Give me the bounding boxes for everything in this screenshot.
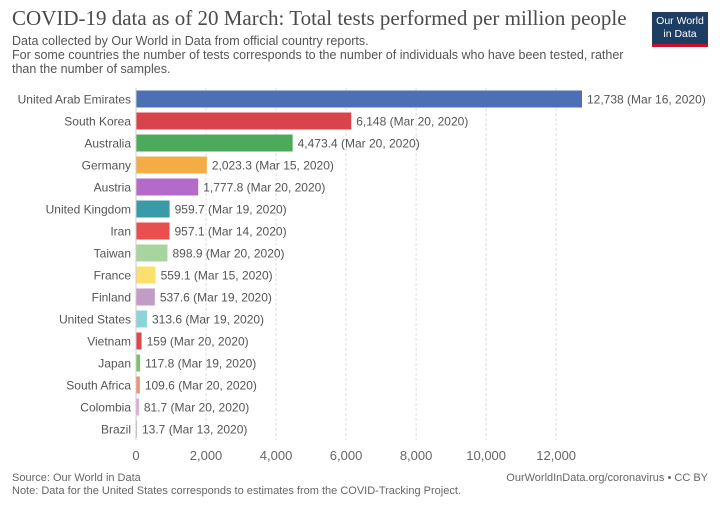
- category-label: France: [94, 269, 132, 283]
- chart-subtitle: Data collected by Our World in Data from…: [12, 34, 624, 76]
- x-axis: 0 2,000 4,000 6,000 8,000 10,000 12,000: [132, 88, 576, 463]
- bar[interactable]: [136, 398, 139, 416]
- bar[interactable]: [136, 178, 199, 196]
- category-label: Taiwan: [94, 247, 131, 261]
- value-label: 6,148 (Mar 20, 2020): [356, 115, 468, 129]
- subtitle-line: For some countries the number of tests c…: [12, 48, 624, 62]
- bar[interactable]: [136, 354, 141, 372]
- bar-layer: [136, 90, 582, 438]
- category-label: Austria: [94, 181, 132, 195]
- value-label: 957.1 (Mar 14, 2020): [175, 225, 287, 239]
- footer-left: Source: Our World in Data Note: Data for…: [12, 472, 461, 498]
- subtitle-line: than the number of samples.: [12, 62, 171, 76]
- category-label: Finland: [92, 291, 131, 305]
- source-text: Source: Our World in Data: [12, 472, 141, 484]
- logo-accent-bar: [652, 44, 708, 47]
- x-tick-label: 0: [132, 448, 139, 463]
- category-label: Brazil: [101, 423, 131, 437]
- value-label: 537.6 (Mar 19, 2020): [160, 291, 272, 305]
- category-label: Australia: [84, 137, 131, 151]
- category-label: Iran: [110, 225, 131, 239]
- grid-layer: [205, 88, 557, 440]
- value-label: 109.6 (Mar 20, 2020): [145, 379, 257, 393]
- bar[interactable]: [136, 310, 147, 328]
- bar[interactable]: [136, 200, 170, 218]
- value-label: 13.7 (Mar 13, 2020): [142, 423, 247, 437]
- bar[interactable]: [136, 266, 156, 284]
- label-layer: United Arab Emirates 12,738 (Mar 16, 2020…: [18, 93, 706, 437]
- value-label: 117.8 (Mar 19, 2020): [145, 357, 256, 371]
- value-label: 559.1 (Mar 15, 2020): [161, 269, 273, 283]
- category-label: United Arab Emirates: [18, 93, 131, 107]
- value-label: 959.7 (Mar 19, 2020): [175, 203, 287, 217]
- category-label: South Africa: [66, 379, 131, 393]
- value-label: 12,738 (Mar 16, 2020): [587, 93, 706, 107]
- bar[interactable]: [136, 156, 207, 174]
- category-label: Japan: [98, 357, 131, 371]
- bar[interactable]: [136, 332, 142, 350]
- value-label: 4,473.4 (Mar 20, 2020): [298, 137, 420, 151]
- x-tick-label: 2,000: [190, 448, 223, 463]
- logo-text-line: Our World: [656, 15, 704, 27]
- x-tick-label: 4,000: [260, 448, 293, 463]
- category-label: United Kingdom: [46, 203, 131, 217]
- bar[interactable]: [136, 134, 293, 152]
- credit-link[interactable]: OurWorldInData.org/coronavirus • CC BY: [506, 472, 708, 484]
- bar[interactable]: [136, 112, 352, 130]
- x-tick-label: 6,000: [330, 448, 363, 463]
- category-label: Germany: [82, 159, 131, 173]
- bar[interactable]: [136, 244, 168, 262]
- value-label: 2,023.3 (Mar 15, 2020): [212, 159, 334, 173]
- bar[interactable]: [136, 376, 140, 394]
- bar[interactable]: [136, 90, 582, 108]
- category-label: Colombia: [80, 401, 131, 415]
- value-label: 81.7 (Mar 20, 2020): [144, 401, 249, 415]
- value-label: 159 (Mar 20, 2020): [147, 335, 249, 349]
- category-label: South Korea: [64, 115, 131, 129]
- x-tick-label: 8,000: [400, 448, 433, 463]
- subtitle-line: Data collected by Our World in Data from…: [12, 34, 369, 48]
- category-label: United States: [59, 313, 131, 327]
- value-label: 313.6 (Mar 19, 2020): [152, 313, 264, 327]
- chart-title: COVID-19 data as of 20 March: Total test…: [12, 6, 627, 30]
- value-label: 1,777.8 (Mar 20, 2020): [203, 181, 325, 195]
- x-tick-label: 12,000: [536, 448, 576, 463]
- logo-text-line: in Data: [663, 28, 697, 40]
- note-text: Note: Data for the United States corresp…: [12, 485, 461, 497]
- value-label: 898.9 (Mar 20, 2020): [172, 247, 284, 261]
- owid-logo[interactable]: Our World in Data: [652, 12, 708, 44]
- bar[interactable]: [136, 288, 155, 306]
- category-label: Vietnam: [87, 335, 131, 349]
- bar[interactable]: [136, 222, 170, 240]
- x-tick-label: 10,000: [466, 448, 506, 463]
